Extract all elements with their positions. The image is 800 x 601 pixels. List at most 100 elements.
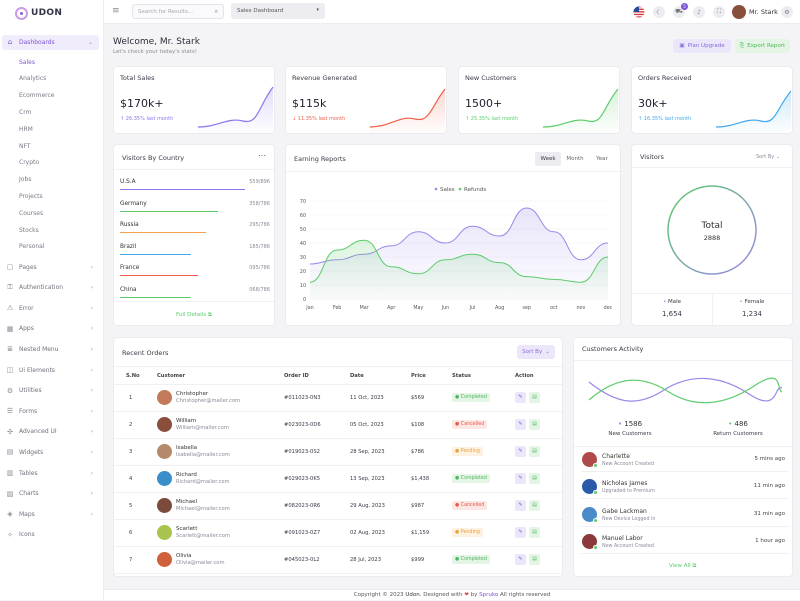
- sidebar-subitem-jobs[interactable]: Jobs: [19, 174, 31, 186]
- y-tick-label: 10: [300, 283, 306, 289]
- activity-desc: New Account Created: [602, 544, 654, 549]
- export-report-button[interactable]: ⎘Export Report: [735, 39, 790, 53]
- sidebar-item-advanced-ui[interactable]: ✣Advanced UI›: [6, 425, 98, 439]
- view-all-link[interactable]: View All ⧉: [669, 563, 696, 570]
- sidebar-item-tables[interactable]: ▥Tables›: [6, 466, 98, 480]
- menu-icon: ≣: [6, 345, 14, 353]
- page-title: Welcome, Mr. Stark: [113, 37, 200, 47]
- delete-icon[interactable]: ▤: [529, 473, 540, 484]
- edit-icon[interactable]: ✎: [515, 473, 526, 484]
- activity-desc: New Account Created: [602, 462, 654, 467]
- us-flag-icon[interactable]: [633, 6, 645, 18]
- customer-name: Michael: [176, 499, 197, 505]
- edit-icon[interactable]: ✎: [515, 527, 526, 538]
- edit-icon[interactable]: ✎: [515, 446, 526, 457]
- sidebar-subitem-ecommerce[interactable]: Ecommerce: [19, 90, 54, 102]
- sidebar-subitem-stocks[interactable]: Stocks: [19, 224, 39, 236]
- sidebar-item-forms[interactable]: ☰Forms›: [6, 404, 98, 418]
- delete-icon[interactable]: ▤: [529, 500, 540, 511]
- widgets-icon: ▤: [6, 448, 14, 456]
- chevron-right-icon: ›: [91, 387, 93, 394]
- fullscreen-icon[interactable]: ⛶: [713, 6, 725, 18]
- sidebar-item-nested-menu[interactable]: ≣Nested Menu›: [6, 342, 98, 356]
- online-status-icon: [593, 545, 598, 550]
- country-name: France: [120, 265, 139, 271]
- sidebar-subitem-personal[interactable]: Personal: [19, 241, 45, 253]
- delete-icon[interactable]: ▤: [529, 419, 540, 430]
- cart-icon[interactable]: ⛟ 5: [673, 6, 685, 18]
- sidebar-item-authentication[interactable]: ⚿Authentication›: [6, 281, 98, 295]
- status-badge: ● Pending: [452, 528, 483, 537]
- user-name[interactable]: Mr. Stark: [749, 8, 778, 16]
- full-details-link[interactable]: Full Details ⧉: [176, 312, 212, 319]
- cell-price: $1,159: [411, 519, 452, 546]
- sidebar-subitem-analytics[interactable]: Analytics: [19, 73, 46, 85]
- sidebar-subitem-crm[interactable]: Crm: [19, 106, 31, 118]
- bell-icon[interactable]: ♪: [693, 6, 705, 18]
- sidebar-item-dashboards[interactable]: ⌂ Dashboards ⌄: [6, 35, 98, 49]
- moon-icon[interactable]: ☾: [653, 6, 665, 18]
- edit-icon[interactable]: ✎: [515, 419, 526, 430]
- sidebar-item-apps[interactable]: ▦Apps›: [6, 322, 98, 336]
- plan-upgrade-button[interactable]: ▣Plan Upgrade: [673, 39, 731, 53]
- delete-icon[interactable]: ▤: [529, 446, 540, 457]
- sidebar-item-error[interactable]: ⚠Error›: [6, 301, 98, 315]
- delete-icon[interactable]: ▤: [529, 554, 540, 565]
- tab-month[interactable]: Month: [561, 152, 589, 166]
- sidebar-item-utilities[interactable]: ⚙Utilities›: [6, 384, 98, 398]
- more-icon[interactable]: ⋯: [258, 151, 266, 160]
- tab-week[interactable]: Week: [535, 152, 561, 166]
- gear-icon[interactable]: ⚙: [781, 6, 793, 18]
- footer-brand-link[interactable]: Udon: [405, 592, 419, 598]
- x-tick-label: dec: [604, 305, 613, 311]
- sidebar-subitem-hrm[interactable]: HRM: [19, 123, 33, 135]
- chevron-right-icon: ›: [91, 490, 93, 497]
- brand-logo[interactable]: UDON: [15, 6, 62, 20]
- avatar[interactable]: [732, 5, 746, 19]
- sidebar-item-widgets[interactable]: ▤Widgets›: [6, 445, 98, 459]
- delete-icon[interactable]: ▤: [529, 392, 540, 403]
- edit-icon[interactable]: ✎: [515, 500, 526, 511]
- cell-action: ✎▤: [515, 411, 562, 438]
- sidebar-subitem-projects[interactable]: Projects: [19, 190, 43, 202]
- tab-year[interactable]: Year: [589, 152, 615, 166]
- dashboard-select[interactable]: Sales Dashboard ▾: [231, 3, 325, 19]
- sort-by-dropdown[interactable]: Sort By ⌄: [756, 154, 780, 160]
- sidebar-item-maps[interactable]: ◈Maps›: [6, 507, 98, 521]
- sidebar-subitem-sales[interactable]: Sales: [19, 56, 35, 68]
- status-badge: ● Pending: [452, 447, 483, 456]
- sidebar-item-pages[interactable]: ▢Pages›: [6, 260, 98, 274]
- sidebar-item-ui-elements[interactable]: ◫Ui Elements›: [6, 363, 98, 377]
- menu-toggle-icon[interactable]: ≡: [112, 6, 120, 16]
- sidebar-subitem-courses[interactable]: Courses: [19, 207, 43, 219]
- edit-icon[interactable]: ✎: [515, 392, 526, 403]
- edit-icon[interactable]: ✎: [515, 554, 526, 565]
- status-badge: ● Cancelled: [452, 420, 487, 429]
- search-input[interactable]: Search for Results... ⌕: [132, 4, 224, 19]
- sort-by-button[interactable]: Sort By ⌄: [517, 345, 555, 359]
- delete-icon[interactable]: ▤: [529, 527, 540, 538]
- sidebar-subitem-crypto[interactable]: Crypto: [19, 157, 39, 169]
- search-icon[interactable]: ⌕: [215, 8, 218, 16]
- sidebar-item-icons[interactable]: ✧Icons: [6, 528, 98, 542]
- sidebar-item-charts[interactable]: ▨Charts›: [6, 487, 98, 501]
- footer-author-link[interactable]: Spruko: [479, 592, 498, 598]
- sidebar-subitem-nft[interactable]: NFT: [19, 140, 31, 152]
- avatar: [157, 417, 172, 432]
- country-name: Germany: [120, 201, 147, 207]
